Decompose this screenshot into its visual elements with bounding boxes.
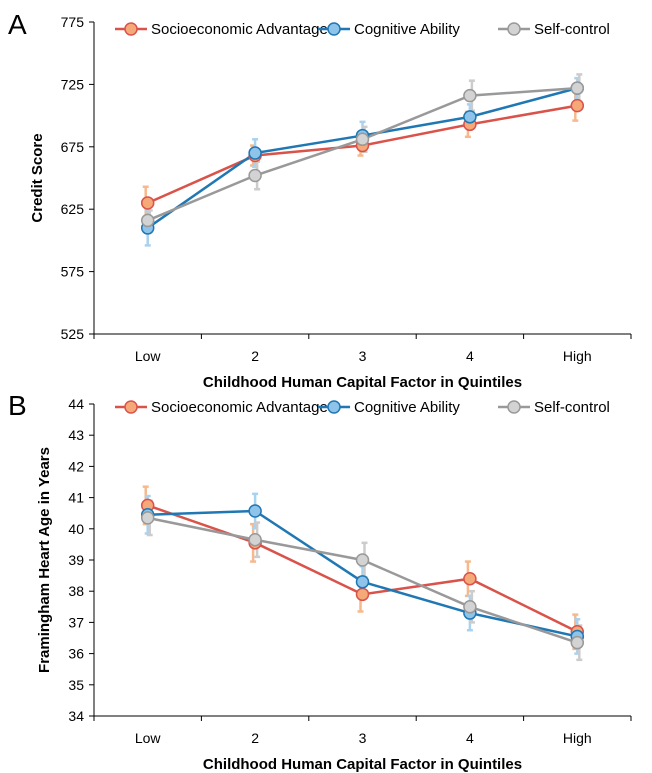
y-tick-label: 675 [61,139,85,155]
x-tick-label: 3 [359,348,367,364]
data-point [463,600,477,614]
legend-item: Socioeconomic Advantage [115,399,328,416]
x-tick-label: High [563,730,592,746]
x-axis-title: Childhood Human Capital Factor in Quinti… [203,756,522,773]
x-tick-label: 2 [251,730,259,746]
legend-item: Self-control [498,399,610,416]
x-tick-label: Low [135,348,162,364]
data-point [570,98,585,113]
legend-item: Self-control [498,21,610,38]
legend-label: Cognitive Ability [354,21,460,38]
legend-marker [124,22,138,36]
legend-marker [327,22,341,36]
data-point [355,553,370,567]
x-tick-label: 4 [466,730,474,746]
y-axis-title: Framingham Heart Age in Years [36,447,53,673]
y-tick-label: 41 [68,490,84,506]
data-point [140,196,155,210]
y-tick-label: 40 [68,521,84,537]
legend-label: Self-control [534,399,610,416]
legend-item: Cognitive Ability [318,399,460,416]
y-axis-title: Credit Score [29,133,46,222]
y-tick-label: 42 [68,458,84,474]
y-tick-label: 36 [68,646,84,662]
y-tick-label: 725 [61,76,85,92]
x-tick-label: Low [135,730,162,746]
data-point [140,511,155,525]
y-tick-label: 37 [68,614,84,630]
y-tick-label: 44 [68,396,84,412]
legend-marker [124,400,138,414]
y-tick-label: 575 [61,264,85,280]
data-point [248,146,262,160]
y-tick-label: 525 [61,326,85,342]
data-point [355,132,370,147]
x-axis-title: Childhood Human Capital Factor in Quinti… [203,374,522,391]
data-point [355,575,370,589]
panel-b-letter: B [8,390,27,421]
legend-label: Socioeconomic Advantage [151,399,328,416]
data-point [248,168,262,183]
panel-a-letter: A [8,9,27,40]
legend-label: Socioeconomic Advantage [151,21,328,38]
data-point [140,213,155,228]
legend-item: Socioeconomic Advantage [115,21,328,38]
x-tick-label: 2 [251,348,259,364]
data-point [355,587,370,602]
data-point [248,504,262,518]
x-tick-label: 3 [359,730,367,746]
y-tick-label: 625 [61,201,85,217]
panel-a-credit-score-chart: A 525 575 625 675 725 775 Low 2 3 4 High Childhood … [8,9,632,391]
y-tick-label: 38 [68,583,84,599]
x-tick-label: 4 [466,348,474,364]
y-tick-label: 39 [68,552,84,568]
data-point [570,635,585,650]
x-tick-label: High [563,348,592,364]
y-tick-label: 35 [68,677,84,693]
data-point [463,571,477,586]
series-line-cognitive-ability [146,86,578,229]
y-tick-label: 34 [68,708,84,724]
y-tick-label: 43 [68,427,84,443]
legend-label: Self-control [534,21,610,38]
data-point [248,532,262,547]
legend-marker [507,22,521,36]
legend-label: Cognitive Ability [354,399,460,416]
data-point [463,88,477,103]
data-point [463,110,477,124]
data-point [570,81,585,95]
legend-marker [327,400,341,414]
y-tick-label: 775 [61,14,85,30]
legend-item: Cognitive Ability [318,21,460,38]
legend-marker [507,400,521,414]
